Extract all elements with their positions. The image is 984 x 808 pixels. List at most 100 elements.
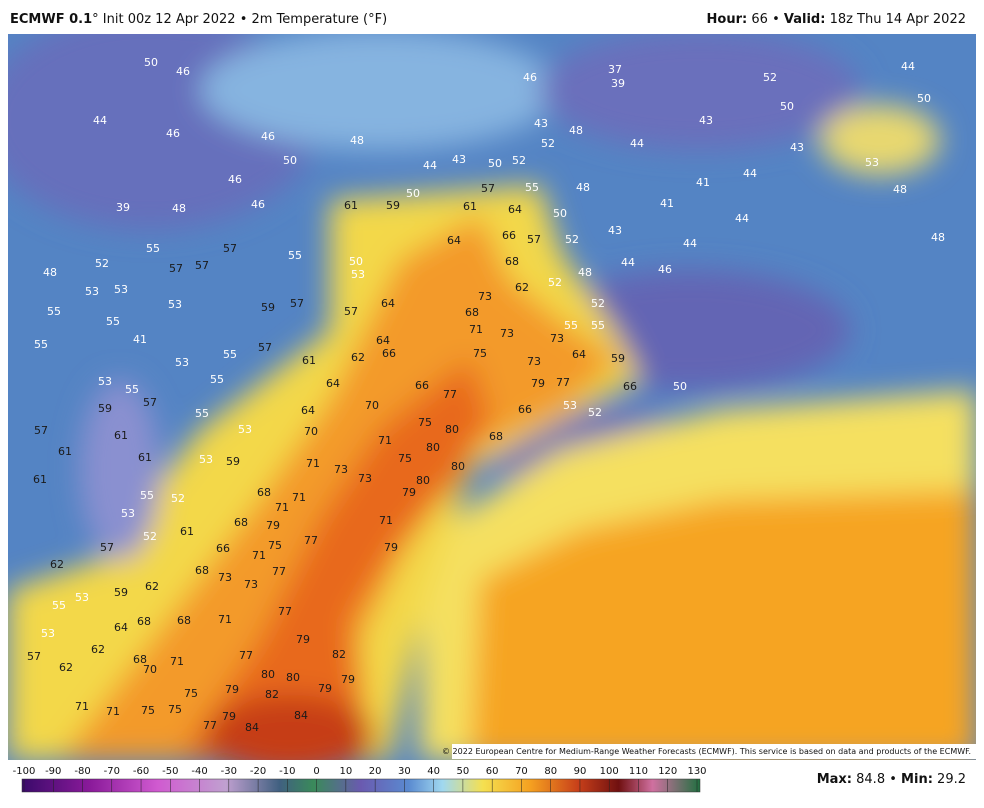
map-label: 61	[180, 525, 194, 538]
map-label: 79	[266, 519, 280, 532]
map-label: 64	[326, 377, 340, 390]
map-label: 53	[175, 356, 189, 369]
map-label: 52	[143, 530, 157, 543]
map-label: 71	[106, 705, 120, 718]
colorbar-tick-label: -90	[45, 766, 61, 777]
colorbar-tick-label: 110	[629, 766, 648, 777]
map-label: 44	[621, 256, 635, 269]
map-label: 52	[171, 492, 185, 505]
map-label: 50	[406, 187, 420, 200]
map-label: 77	[443, 388, 457, 401]
map-label: 53	[563, 399, 577, 412]
sep: •	[889, 772, 897, 787]
map-label: 52	[95, 257, 109, 270]
map-label: 73	[478, 290, 492, 303]
map-label: 50	[673, 380, 687, 393]
colorbar-tick-label: 10	[340, 766, 353, 777]
map-label: 68	[234, 516, 248, 529]
map-label: 61	[138, 451, 152, 464]
map-label: 73	[358, 472, 372, 485]
map-label: 53	[75, 591, 89, 604]
map-label: 53	[114, 283, 128, 296]
map-label: 80	[445, 423, 459, 436]
map-label: 53	[865, 156, 879, 169]
map-label: 68	[489, 430, 503, 443]
map-label: 71	[292, 491, 306, 504]
map-label: 66	[623, 380, 637, 393]
map-label: 53	[98, 375, 112, 388]
colorbar-tick-label: -50	[162, 766, 178, 777]
colorbar-tick-label: 90	[574, 766, 587, 777]
min: 29.2	[937, 772, 966, 787]
map-label: 43	[790, 141, 804, 154]
map-label: 57	[258, 341, 272, 354]
map-label: 71	[218, 613, 232, 626]
map-label: 52	[541, 137, 555, 150]
map-label: 43	[534, 117, 548, 130]
colorbar	[21, 778, 701, 793]
map-label: 73	[527, 355, 541, 368]
map-label: 52	[548, 276, 562, 289]
map-label: 57	[195, 259, 209, 272]
sep: •	[772, 12, 780, 27]
map-label: 61	[58, 445, 72, 458]
map-label: 57	[290, 297, 304, 310]
map-label: 50	[349, 255, 363, 268]
map-label: 62	[91, 643, 105, 656]
map-label: 64	[447, 234, 461, 247]
map-label: 64	[114, 621, 128, 634]
map-label: 71	[306, 457, 320, 470]
map-label: 80	[261, 668, 275, 681]
map-label: 68	[133, 653, 147, 666]
map-label: 53	[351, 268, 365, 281]
map-label: 70	[304, 425, 318, 438]
map-label: 46	[261, 130, 275, 143]
map-label: 44	[901, 60, 915, 73]
map-label: 68	[465, 306, 479, 319]
header-right: Hour: 66 • Valid: 18z Thu 14 Apr 2022	[707, 12, 966, 27]
map-label: 46	[228, 173, 242, 186]
map-label: 55	[106, 315, 120, 328]
map-label: 70	[143, 663, 157, 676]
map-label: 55	[125, 383, 139, 396]
map-label: 80	[451, 460, 465, 473]
map-label: 82	[332, 648, 346, 661]
map-label: 64	[376, 334, 390, 347]
map-label: 55	[525, 181, 539, 194]
map-label: 77	[278, 605, 292, 618]
map-label: 43	[699, 114, 713, 127]
map-label: 64	[301, 404, 315, 417]
map-label: 71	[75, 700, 89, 713]
max-label: Max:	[817, 772, 852, 787]
map-label: 57	[27, 650, 41, 663]
map-label: 59	[98, 402, 112, 415]
map-label: 48	[931, 231, 945, 244]
colorbar-tick-label: -80	[74, 766, 90, 777]
map-label: 71	[275, 501, 289, 514]
map-label: 50	[488, 157, 502, 170]
map-label: 62	[515, 281, 529, 294]
valid-label: Valid:	[783, 12, 826, 27]
map-label: 52	[591, 297, 605, 310]
colorbar-tick-label: 30	[398, 766, 411, 777]
colorbar-tick-label: 100	[600, 766, 619, 777]
map-label: 53	[85, 285, 99, 298]
copyright: © 2022 European Centre for Medium-Range …	[442, 747, 971, 756]
colorbar-tick-label: 40	[427, 766, 440, 777]
map-label: 59	[226, 455, 240, 468]
map-label: 57	[169, 262, 183, 275]
map-label: 79	[341, 673, 355, 686]
header-left: ECMWF 0.1° Init 00z 12 Apr 2022 • 2m Tem…	[10, 12, 387, 27]
map-label: 80	[426, 441, 440, 454]
colorbar-tick-label: 50	[457, 766, 470, 777]
map-label: 57	[527, 233, 541, 246]
map-label: 75	[168, 703, 182, 716]
map-label: 46	[251, 198, 265, 211]
map-label: 64	[572, 348, 586, 361]
map-label: 79	[222, 710, 236, 723]
map-label: 73	[334, 463, 348, 476]
map-label: 79	[296, 633, 310, 646]
footer: Max: 84.8 • Min: 29.2	[817, 772, 966, 787]
map-label: 46	[658, 263, 672, 276]
colorbar-tick-label: -60	[133, 766, 149, 777]
